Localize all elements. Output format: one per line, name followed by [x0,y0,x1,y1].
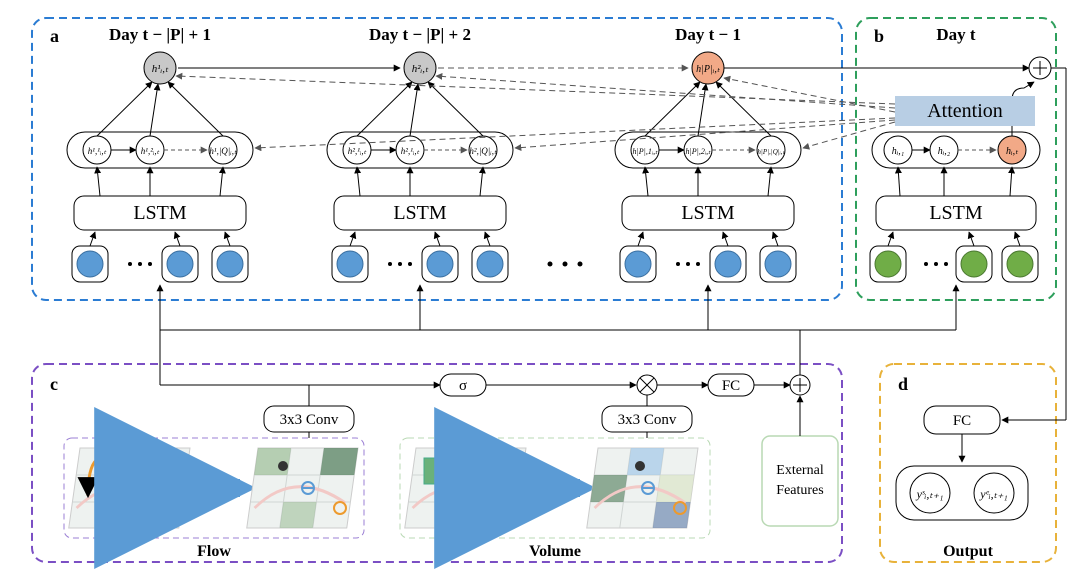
day-label-2: Day t − |P| + 2 [369,25,471,44]
panel-b-label: b [874,26,884,46]
fc-c: FC [722,378,740,394]
volume-caption: Volume [529,543,581,560]
volume-map-right [587,448,698,528]
lstm-1: LSTM [133,202,187,224]
flow-map-left [69,448,190,528]
panel-d-label: d [898,374,908,394]
h-top-3: h|P|ᵢ,ₜ [696,64,721,75]
day-label-4: Day t [936,25,976,44]
volume-map-left [405,444,526,528]
lstm-3: LSTM [681,202,735,224]
h-b-3: hᵢ,ₜ [1006,146,1019,157]
conv-flow: 3x3 Conv [280,412,339,428]
flow-caption: Flow [197,543,231,560]
col-a-3: h|P|ᵢ,ₜ h|P|,1ᵢ,ₜ h|P|,2ᵢ,ₜ h|P|,|Q|ᵢ,ₜ … [615,52,801,282]
h-top-2: h²ᵢ,ₜ [412,63,429,75]
sigma-box: σ [459,378,467,394]
output-caption: Output [943,543,993,560]
h-small-9: h|P|,|Q|ᵢ,ₜ [757,148,785,156]
architecture-diagram: a b c d Day t − |P| + 1 Day t − |P| + 2 … [0,0,1074,585]
h-small-4: h²,¹ᵢ,ₜ [348,146,367,156]
flow-map-right [247,448,358,528]
y-out-e: yᵉᵢ,ₜ₊₁ [979,487,1007,501]
panel-c-label: c [50,374,58,394]
h-b-1: hᵢ,₁ [892,146,905,157]
h-small-3: h¹,|Q|ᵢ,ₜ [209,146,237,156]
y-out-s: yˢᵢ,ₜ₊₁ [916,487,944,501]
h-small-1: h¹,¹ᵢ,ₜ [88,146,107,156]
h-small-2: h¹,²ᵢ,ₜ [141,146,160,156]
day-label-3: Day t − 1 [675,25,741,44]
col-a-2: h²ᵢ,ₜ h²,¹ᵢ,ₜ h²,¹ᵢ,ₜ h²,|Q|ᵢ,ₜ LSTM [327,52,513,282]
panel-a-label: a [50,26,59,46]
day-label-1: Day t − |P| + 1 [109,25,211,44]
h-small-6: h²,|Q|ᵢ,ₜ [469,146,497,156]
fc-d: FC [953,413,971,429]
lstm-b: LSTM [929,202,983,224]
lstm-2: LSTM [393,202,447,224]
attention-label: Attention [927,100,1003,122]
col-a-1: h¹ᵢ,ₜ h¹,¹ᵢ,ₜ h¹,²ᵢ,ₜ h¹,|Q|ᵢ,ₜ LSTM [67,52,253,282]
h-small-5: h²,¹ᵢ,ₜ [401,146,420,156]
h-small-7: h|P|,1ᵢ,ₜ [633,147,659,156]
external-features-box [762,436,838,526]
h-small-8: h|P|,2ᵢ,ₜ [686,147,712,156]
h-b-2: hᵢ,₂ [938,146,951,157]
svg-text:External: External [776,463,824,478]
conv-volume: 3x3 Conv [618,412,677,428]
svg-text:Features: Features [776,483,823,498]
col-b: hᵢ,₁ hᵢ,₂ hᵢ,ₜ LSTM [870,132,1040,282]
h-top-1: h¹ᵢ,ₜ [152,63,169,75]
